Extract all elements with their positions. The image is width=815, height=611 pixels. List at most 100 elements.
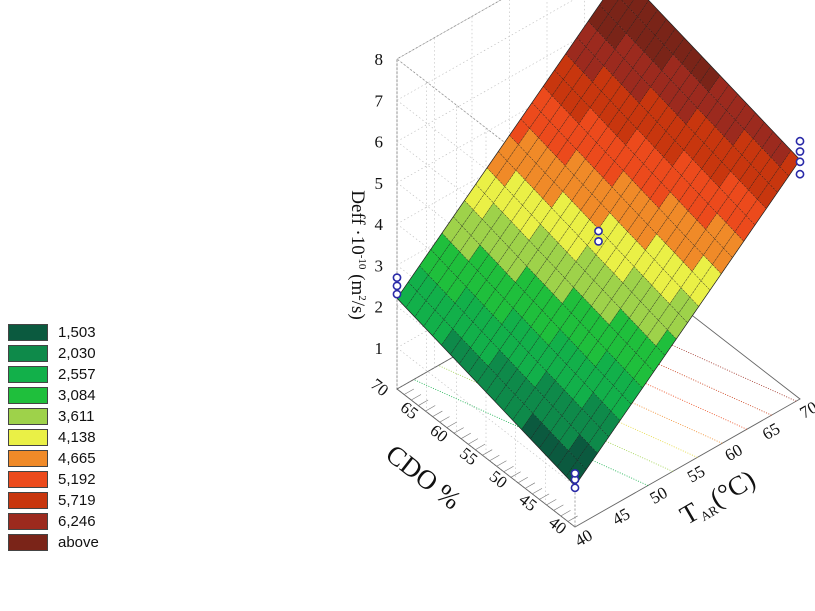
floor-tick	[475, 443, 486, 450]
legend-swatch	[8, 429, 48, 446]
legend-swatch	[8, 408, 48, 425]
x-tick-label: 70	[797, 398, 815, 423]
floor-tick	[525, 482, 536, 489]
floor-tick	[453, 427, 464, 434]
legend-label: 2,030	[58, 345, 96, 362]
floor-tick	[532, 488, 543, 495]
legend-label: 5,719	[58, 492, 96, 509]
legend-label: 2,557	[58, 366, 96, 383]
legend-swatch	[8, 534, 48, 551]
floor-contour	[537, 308, 772, 416]
floor-contour	[438, 365, 673, 472]
y-tick-label: 70	[367, 375, 392, 400]
legend-item: 2,030	[8, 343, 158, 364]
floor-contour	[487, 336, 723, 444]
surface-cell	[621, 0, 634, 8]
y-tick-label: 55	[456, 444, 481, 469]
z-tick-label: 7	[375, 91, 384, 110]
floor-tick	[539, 493, 550, 500]
observed-point	[570, 483, 580, 493]
floor-tick	[418, 399, 429, 406]
z-tick-label: 5	[375, 174, 384, 193]
floor-tick	[560, 510, 571, 517]
legend-label: above	[58, 534, 99, 551]
z-grid-line	[396, 54, 623, 184]
floor-contour-lines	[413, 294, 797, 486]
legend-label: 6,246	[58, 513, 96, 530]
legend-item: 2,557	[8, 364, 158, 385]
y-axis-label: CDO %	[380, 439, 466, 516]
observed-point	[795, 147, 805, 156]
legend-swatch	[8, 366, 48, 383]
floor-tick	[503, 465, 514, 473]
floor-contour	[462, 351, 698, 458]
surface-cell	[608, 0, 629, 24]
y-tick-label: 65	[397, 398, 422, 423]
legend-label: 4,138	[58, 429, 96, 446]
floor-tick	[460, 432, 471, 439]
x-tick-label: 45	[609, 504, 633, 529]
z-tick-label: 1	[375, 339, 384, 358]
surface-mesh	[396, 0, 801, 487]
legend-label: 1,503	[58, 324, 96, 341]
y-tick-label: 40	[545, 513, 570, 538]
observed-point	[795, 136, 805, 146]
legend-swatch	[8, 324, 48, 341]
floor-tick	[446, 421, 457, 428]
floor-tick	[403, 388, 415, 395]
legend-item: 3,084	[8, 385, 158, 406]
floor-contour	[512, 322, 747, 430]
observed-point	[795, 157, 805, 167]
x-tick-label: 50	[647, 483, 671, 508]
y-tick-label: 60	[426, 421, 451, 446]
legend-label: 4,665	[58, 450, 96, 467]
floor-contour	[561, 294, 797, 402]
legend-swatch	[8, 513, 48, 530]
floor-tick	[432, 410, 443, 417]
floor-tick	[510, 471, 521, 478]
legend-item: 4,138	[8, 427, 158, 448]
surface-outline	[396, 0, 801, 487]
observed-point	[392, 281, 402, 291]
floor-tick	[574, 521, 585, 528]
surface-cell	[628, 0, 650, 18]
floor-tick	[553, 504, 564, 511]
z-tick-label: 3	[375, 256, 384, 275]
legend-label: 5,192	[58, 471, 96, 488]
floor-tick	[517, 477, 528, 484]
observed-point	[392, 289, 402, 299]
observed-points	[392, 136, 805, 493]
observed-point	[594, 226, 603, 236]
z-tick-label: 6	[375, 133, 384, 152]
legend-swatch	[8, 387, 48, 404]
z-grid-line	[396, 58, 576, 198]
floor-tick	[567, 515, 578, 522]
y-tick-label: 45	[515, 490, 540, 515]
x-tick-label: 55	[684, 462, 708, 487]
floor-tick	[425, 405, 436, 412]
legend-item: 5,719	[8, 490, 158, 511]
legend-swatch	[8, 471, 48, 488]
legend-item: 6,246	[8, 511, 158, 532]
legend-item: 4,665	[8, 448, 158, 469]
legend-item: 3,611	[8, 406, 158, 427]
floor-tick	[482, 449, 493, 456]
x-tick-label: 65	[759, 419, 783, 444]
floor-tick	[489, 454, 500, 462]
floor-tick	[468, 438, 479, 445]
legend-swatch	[8, 450, 48, 467]
floor-contour	[413, 379, 649, 486]
x-tick-label: 40	[572, 526, 596, 551]
z-tick-label: 2	[375, 298, 384, 317]
z-grid-line	[396, 13, 623, 142]
observed-point	[795, 169, 805, 179]
legend-swatch	[8, 345, 48, 362]
legend: 1,503 2,030 2,557 3,084 3,611 4,138 4,665 5,192…	[8, 322, 158, 553]
z-axis-label: Deff ·10-10 (m2/s)	[347, 190, 368, 320]
observed-point	[594, 236, 603, 246]
legend-item: 5,192	[8, 469, 158, 490]
observed-point	[392, 273, 402, 283]
legend-swatch	[8, 492, 48, 509]
legend-label: 3,084	[58, 387, 96, 404]
